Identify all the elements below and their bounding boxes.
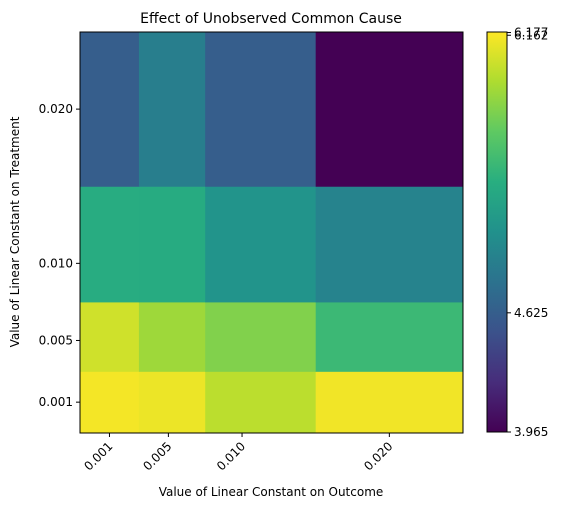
colorbar-tick-label: 6.177 [514, 26, 548, 40]
heatmap-cell [205, 371, 317, 434]
colorbar-tick-label: 6.162 [514, 28, 548, 42]
colorbar [486, 31, 508, 433]
x-axis-ticks: 0.001 0.005 0.010 0.020 [81, 433, 395, 473]
heatmap-cell [315, 371, 464, 434]
y-tick-label: 0.005 [39, 333, 73, 347]
x-tick-label: 0.005 [140, 439, 174, 473]
heatmap-cell [205, 32, 317, 187]
x-tick-label: 0.020 [361, 439, 395, 473]
y-tick-label: 0.001 [39, 395, 73, 409]
x-tick-label: 0.010 [214, 439, 248, 473]
heatmap-cell [80, 186, 140, 303]
heatmap-cell [80, 32, 140, 187]
heatmap-cell [138, 32, 206, 187]
y-tick-label: 0.010 [39, 256, 73, 270]
x-axis-label: Value of Linear Constant on Outcome [159, 485, 384, 499]
heatmap-cell [138, 301, 206, 372]
heatmap-cell [80, 371, 140, 434]
heatmap-cell [80, 301, 140, 372]
heatmap-cells [80, 32, 464, 434]
heatmap-cell [315, 186, 464, 303]
heatmap-cell [205, 186, 317, 303]
colorbar-tick-label: 4.625 [514, 306, 548, 320]
heatmap-cell [315, 301, 464, 372]
y-axis-label: Value of Linear Constant on Treatment [8, 116, 22, 347]
heatmap-cell [138, 371, 206, 434]
plot-frame [79, 31, 464, 434]
y-axis-ticks: 0.001 0.005 0.010 0.020 [39, 102, 80, 409]
x-tick-label: 0.001 [81, 439, 115, 473]
colorbar-tick-label: 3.965 [514, 425, 548, 439]
chart-title: Effect of Unobserved Common Cause [140, 11, 402, 27]
heatmap-cell [138, 186, 206, 303]
heatmap-cell [315, 32, 464, 187]
heatmap-cell [205, 301, 317, 372]
y-tick-label: 0.020 [39, 102, 73, 116]
